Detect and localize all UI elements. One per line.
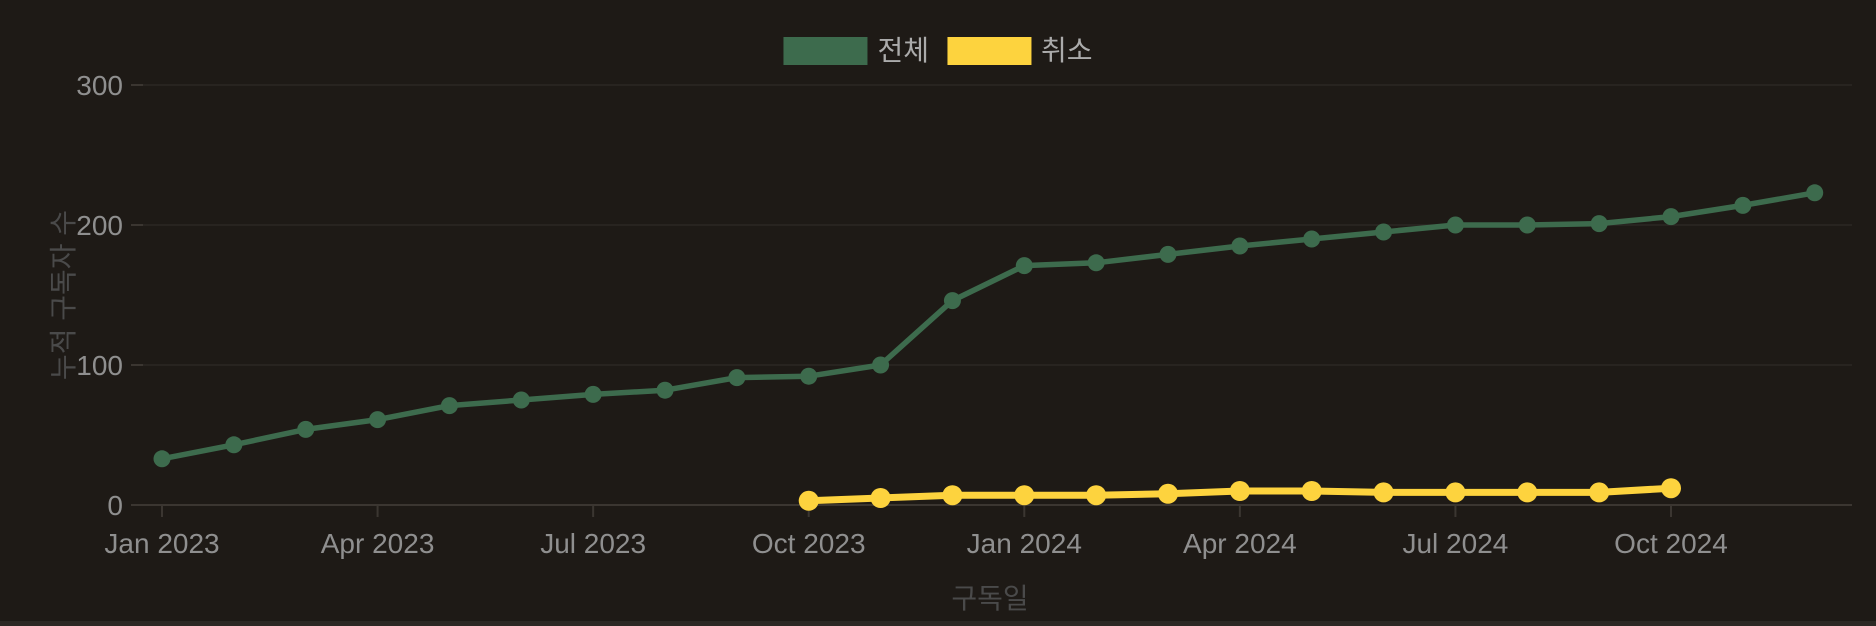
data-point-cancel[interactable] <box>1301 481 1322 501</box>
legend-label-total: 전체 <box>877 35 929 66</box>
data-point-total[interactable] <box>1159 245 1177 263</box>
data-point-cancel[interactable] <box>870 488 891 508</box>
data-point-total[interactable] <box>512 391 530 409</box>
grid-layer <box>131 84 1852 517</box>
data-point-total[interactable] <box>1518 216 1536 234</box>
y-tick-label: 0 <box>107 490 123 521</box>
x-tick-label: Jan 2024 <box>967 528 1082 559</box>
data-point-total[interactable] <box>1446 216 1464 234</box>
data-point-total[interactable] <box>1734 196 1752 214</box>
legend-swatch-total-icon <box>783 37 868 65</box>
y-axis-title: 누적 구독자 수 <box>48 209 79 381</box>
data-point-total[interactable] <box>1375 223 1393 241</box>
legend-swatch-cancel-icon <box>947 37 1031 65</box>
x-tick-label: Oct 2024 <box>1614 528 1728 559</box>
data-point-total[interactable] <box>297 420 315 438</box>
data-point-total[interactable] <box>1231 237 1249 255</box>
x-tick-label: Jan 2023 <box>104 528 219 559</box>
data-point-total[interactable] <box>943 292 961 310</box>
data-point-total[interactable] <box>1015 257 1033 275</box>
data-point-cancel[interactable] <box>1445 482 1466 503</box>
data-point-cancel[interactable] <box>1158 483 1178 504</box>
data-point-total[interactable] <box>656 381 674 399</box>
series-layer <box>153 184 1824 511</box>
legend-item-cancel[interactable]: 취소 <box>947 36 1093 66</box>
y-tick-label: 200 <box>76 210 123 241</box>
legend-item-total[interactable]: 전체 <box>783 36 929 66</box>
data-point-total[interactable] <box>1087 254 1105 272</box>
data-point-total[interactable] <box>369 411 387 429</box>
x-tick-label: Apr 2024 <box>1183 528 1297 559</box>
x-axis-title: 구독일 <box>951 583 1029 614</box>
bottom-edge-divider <box>0 621 1876 626</box>
data-point-total[interactable] <box>440 397 458 415</box>
data-point-cancel[interactable] <box>1014 485 1035 506</box>
data-point-total[interactable] <box>1590 215 1608 233</box>
y-tick-label: 100 <box>76 350 123 381</box>
y-tick-label: 300 <box>76 70 123 101</box>
data-point-cancel[interactable] <box>1517 482 1538 503</box>
x-tick-label: Jul 2023 <box>540 528 646 559</box>
data-point-cancel[interactable] <box>1373 482 1394 503</box>
tick-label-layer: 0 100 200 300 Jan 2023 Apr 2023 Jul 2023 Oct 20… <box>76 70 1728 559</box>
data-point-total[interactable] <box>800 367 818 385</box>
legend-label-cancel: 취소 <box>1041 35 1093 66</box>
data-point-total[interactable] <box>1303 230 1321 248</box>
x-tick-label: Oct 2023 <box>752 528 866 559</box>
data-point-total[interactable] <box>728 369 746 387</box>
data-point-total[interactable] <box>225 436 243 454</box>
data-point-cancel[interactable] <box>942 485 963 506</box>
data-point-cancel[interactable] <box>798 490 819 511</box>
data-point-total[interactable] <box>1662 208 1680 226</box>
data-point-cancel[interactable] <box>1086 485 1107 506</box>
data-point-total[interactable] <box>872 356 890 374</box>
series-line-total <box>159 190 1818 462</box>
data-point-total[interactable] <box>1806 184 1824 202</box>
data-point-total[interactable] <box>153 450 171 468</box>
x-tick-label: Apr 2023 <box>321 528 435 559</box>
data-point-cancel[interactable] <box>1229 481 1250 501</box>
chart-legend: 전체 취소 <box>783 36 1093 66</box>
data-point-total[interactable] <box>584 385 602 403</box>
x-tick-label: Jul 2024 <box>1402 528 1508 559</box>
data-point-cancel[interactable] <box>1661 478 1681 499</box>
data-point-cancel[interactable] <box>1589 482 1610 503</box>
